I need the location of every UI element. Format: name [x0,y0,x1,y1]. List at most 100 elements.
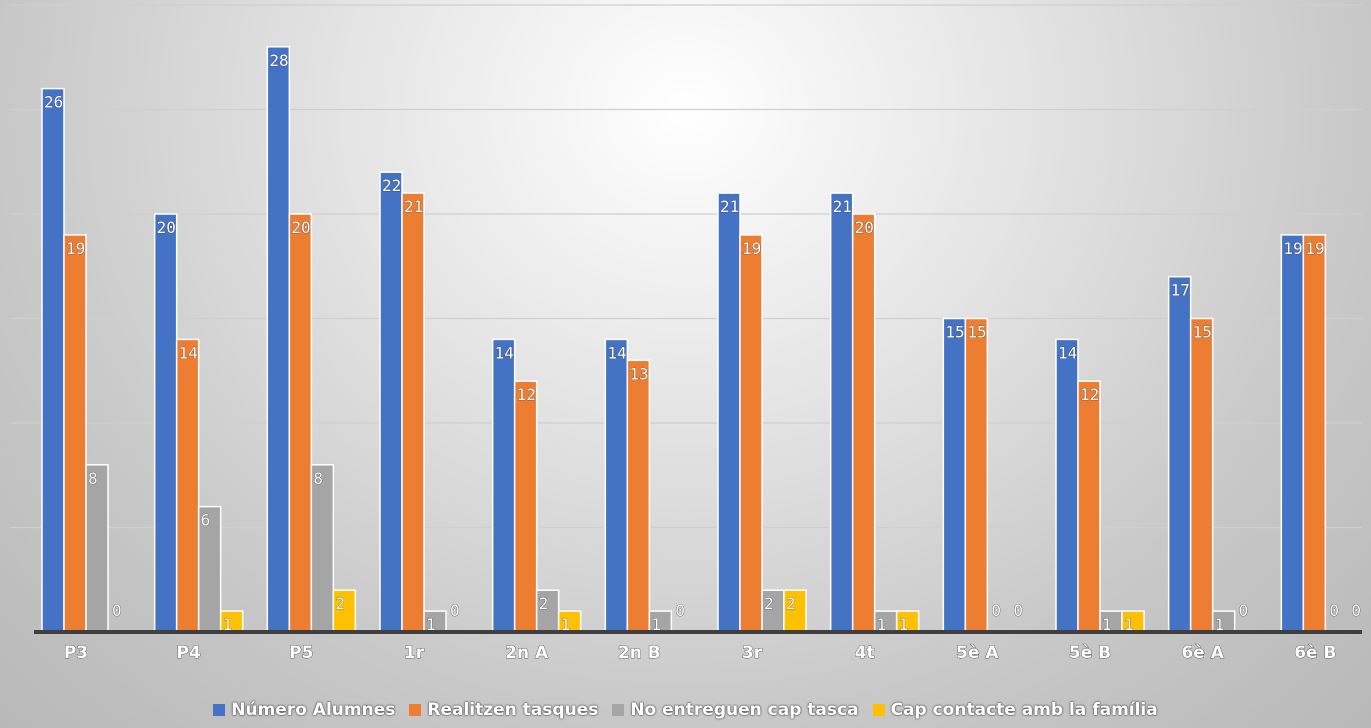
data-label: 0 [112,601,122,620]
legend-item: Realitzen tasques [409,700,598,720]
bar [1055,338,1079,633]
x-tick-label: P5 [289,643,313,663]
data-label: 15 [1193,323,1212,342]
data-label: 1 [651,615,661,634]
bar [1280,234,1305,633]
bar [153,213,178,633]
data-label: 20 [291,218,310,237]
x-tick-label: 5è A [956,643,999,663]
data-label: 0 [1013,601,1023,620]
data-label: 19 [1283,239,1302,258]
bar [1077,380,1101,633]
data-label: 1 [899,615,909,634]
data-label: 17 [1171,281,1190,300]
bar-chart: 261980P3201461P4282082P52221101r1412212n… [10,4,1362,663]
data-label: 0 [675,601,685,620]
data-label: 0 [991,601,1001,620]
data-label: 21 [833,197,852,216]
data-label: 12 [517,385,536,404]
data-label: 19 [66,239,85,258]
data-label: 28 [269,51,288,70]
data-label: 13 [629,364,648,383]
data-label: 12 [1080,385,1099,404]
data-label: 1 [1124,615,1134,634]
bar [41,87,65,633]
bar [942,317,967,633]
x-tick-label: 5è B [1069,643,1111,663]
data-label: 2 [764,594,774,613]
data-label: 15 [945,323,964,342]
data-label: 14 [607,343,626,362]
data-label: 21 [404,197,423,216]
x-tick-label: P4 [177,643,201,663]
data-label: 19 [742,239,761,258]
bar [604,338,629,633]
data-label: 26 [44,93,63,112]
bar [513,380,538,633]
bar [739,234,763,633]
data-label: 19 [1305,239,1324,258]
bar [85,464,109,633]
legend-swatch [872,704,885,716]
x-tick-label: 3r [742,643,763,663]
legend-label: No entreguen cap tasca [630,700,859,720]
bar [964,317,989,633]
legend-item: Número Alumnes [213,700,395,720]
bar [175,338,200,633]
x-tick-label: 2n B [618,643,661,663]
x-tick-label: 2n A [505,643,549,663]
legend-label: Número Alumnes [231,700,396,720]
data-label: 0 [450,601,460,620]
data-label: 8 [88,469,98,488]
legend-swatch [612,704,625,716]
data-label: 2 [335,594,345,613]
x-tick-label: P3 [64,643,88,663]
data-label: 1 [877,615,887,634]
data-label: 1 [1102,615,1112,634]
bar [1167,275,1192,633]
legend-label: Realitzen tasques [427,700,599,720]
legend-swatch [213,704,226,716]
data-label: 14 [495,343,514,362]
legend: Número Alumnes Realitzen tasques No entreg… [0,700,1371,720]
data-label: 1 [1215,615,1225,634]
bar [379,171,403,633]
x-tick-label: 1r [404,643,425,663]
legend-swatch [409,704,422,716]
bar [288,213,313,633]
data-label: 0 [1329,601,1339,620]
data-label: 1 [561,615,571,634]
data-label: 20 [157,218,176,237]
bar [1189,317,1214,633]
bar [63,234,87,633]
bar [717,192,741,633]
x-tick-label: 6è B [1294,643,1336,663]
bar [491,338,516,633]
data-label: 8 [313,469,323,488]
bar [851,213,876,633]
bar [401,192,425,633]
bar [310,464,335,633]
data-label: 2 [786,594,796,613]
data-label: 14 [179,343,198,362]
legend-item: Cap contacte amb la família [872,700,1158,720]
bar [829,192,854,633]
legend-item: No entreguen cap tasca [612,700,859,720]
data-label: 6 [201,511,211,530]
data-label: 20 [855,218,874,237]
bar [266,46,291,633]
data-label: 0 [1351,601,1361,620]
data-label: 21 [720,197,739,216]
legend-label: Cap contacte amb la família [890,700,1158,720]
data-label: 2 [539,594,549,613]
x-tick-label: 6è A [1181,643,1224,663]
data-label: 1 [223,615,233,634]
data-label: 22 [382,176,401,195]
data-label: 14 [1058,343,1077,362]
data-label: 0 [1239,601,1249,620]
bar [1302,234,1327,633]
x-tick-label: 4t [855,643,875,663]
bar [626,359,651,633]
data-label: 1 [426,615,436,634]
